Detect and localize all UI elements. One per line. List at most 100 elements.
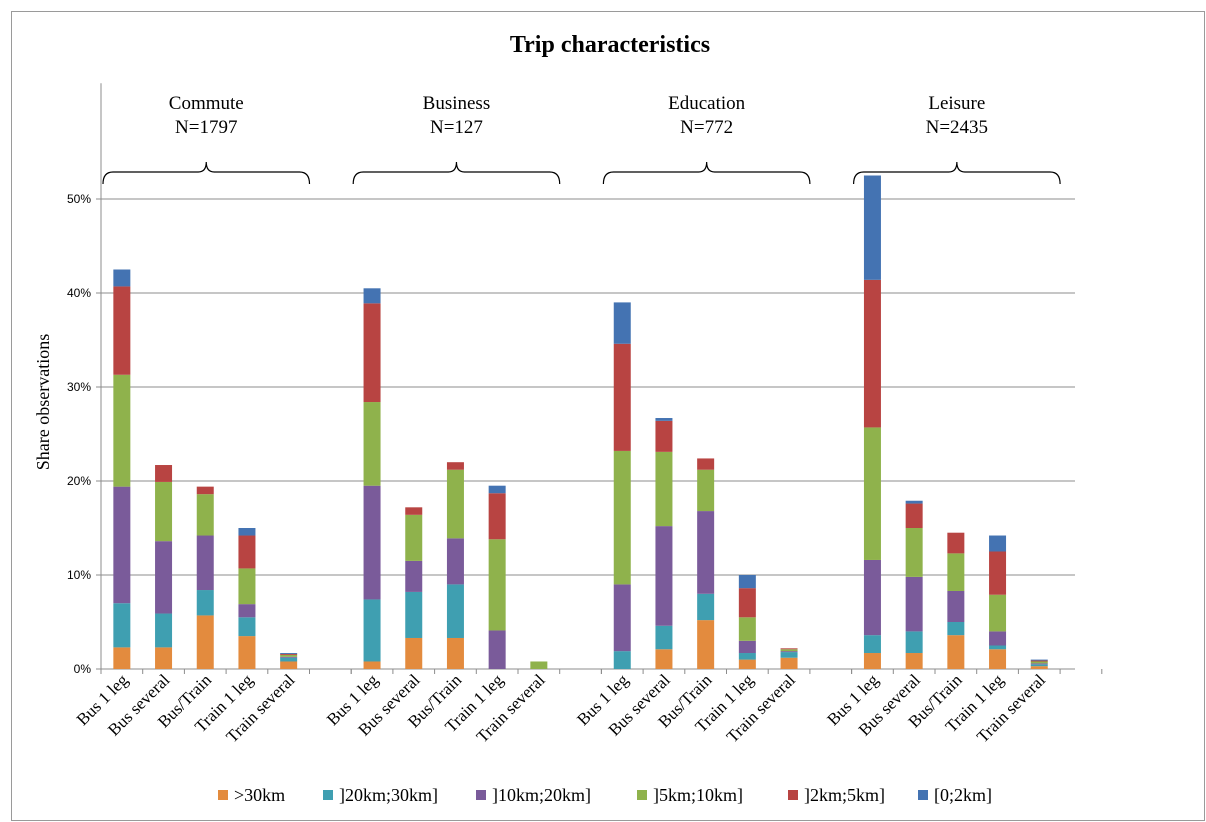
chart-svg: Trip characteristics Commute N=1797 Busine… bbox=[33, 32, 1103, 805]
bar-segment bbox=[989, 551, 1007, 595]
bar-segment bbox=[905, 528, 923, 577]
y-axis-label: Share observations bbox=[33, 334, 53, 470]
bar-segment bbox=[280, 661, 298, 669]
bar-segment bbox=[488, 539, 506, 631]
bar-segment bbox=[863, 279, 881, 428]
bar-segment bbox=[405, 637, 423, 669]
bar-segment bbox=[405, 591, 423, 638]
bar-segment bbox=[446, 637, 464, 669]
bar-segment bbox=[1030, 664, 1048, 667]
group-n-label: N=2435 bbox=[926, 117, 988, 138]
group-n-label: N=772 bbox=[680, 117, 733, 138]
bar-segment bbox=[113, 286, 131, 375]
bar-segment bbox=[989, 645, 1007, 650]
bar-segment bbox=[655, 420, 673, 452]
bar-segment bbox=[280, 654, 298, 657]
bar-segment bbox=[863, 427, 881, 560]
bar-segment bbox=[697, 458, 715, 470]
bar-segment bbox=[947, 590, 965, 622]
bar-segment bbox=[113, 269, 131, 287]
bar-segment bbox=[655, 451, 673, 527]
bar-segment bbox=[989, 649, 1007, 669]
bar-segment bbox=[405, 507, 423, 515]
legend-swatch bbox=[918, 790, 928, 800]
bar-segment bbox=[738, 588, 756, 618]
legend-label: [0;2km] bbox=[934, 785, 992, 805]
group-label: Business bbox=[423, 93, 491, 114]
y-tick-label: 0% bbox=[74, 662, 92, 676]
bar-segment bbox=[155, 541, 173, 614]
bar-segment bbox=[238, 528, 256, 536]
chart-frame: Trip characteristics Commute N=1797 Busine… bbox=[11, 11, 1205, 821]
legend-label: ]10km;20km] bbox=[492, 785, 591, 805]
bar-segment bbox=[863, 559, 881, 636]
bar-segment bbox=[446, 538, 464, 585]
bar-segment bbox=[1030, 659, 1048, 661]
bar-segment bbox=[363, 402, 381, 486]
bar-segment bbox=[613, 584, 631, 652]
y-tick-label: 30% bbox=[67, 380, 91, 394]
bar-segment bbox=[989, 594, 1007, 632]
bar-segment bbox=[863, 175, 881, 280]
bar-segment bbox=[363, 288, 381, 304]
bar-segment bbox=[905, 503, 923, 528]
bar-segment bbox=[530, 661, 548, 669]
bar-segment bbox=[238, 636, 256, 669]
bar-segment bbox=[238, 535, 256, 569]
bar-segment bbox=[280, 653, 298, 655]
legend-swatch bbox=[323, 790, 333, 800]
bar-segment bbox=[613, 302, 631, 344]
bar-segment bbox=[155, 647, 173, 669]
group-label: Leisure bbox=[928, 93, 985, 114]
bar-segment bbox=[196, 486, 214, 495]
bar-segment bbox=[655, 526, 673, 626]
group-brace bbox=[602, 161, 811, 185]
bar-segment bbox=[738, 617, 756, 641]
bar-segment bbox=[905, 653, 923, 669]
bar-segment bbox=[488, 493, 506, 540]
bar-segment bbox=[363, 599, 381, 662]
group-braces: Commute N=1797 Business N=127 Education N=772… bbox=[102, 93, 1061, 185]
bar-segment bbox=[363, 303, 381, 403]
bar-segment bbox=[655, 418, 673, 421]
chart-title: Trip characteristics bbox=[510, 32, 710, 58]
bar-segment bbox=[697, 593, 715, 621]
bar-segment bbox=[196, 615, 214, 669]
bar-segment bbox=[1030, 663, 1048, 665]
bar-segment bbox=[155, 481, 173, 542]
bar-segment bbox=[196, 590, 214, 616]
y-tick-label: 10% bbox=[67, 568, 91, 582]
bar-segment bbox=[905, 631, 923, 654]
bar-segment bbox=[738, 575, 756, 589]
y-tick-label: 20% bbox=[67, 474, 91, 488]
group-n-label: N=1797 bbox=[175, 117, 237, 138]
bar-segment bbox=[697, 511, 715, 594]
bar-segment bbox=[488, 485, 506, 494]
bar-segment bbox=[780, 649, 798, 652]
legend-swatch bbox=[476, 790, 486, 800]
legend-swatch bbox=[218, 790, 228, 800]
bar-segment bbox=[363, 485, 381, 600]
bar-segment bbox=[697, 620, 715, 669]
gridlines bbox=[100, 83, 1075, 670]
bar-segment bbox=[613, 343, 631, 451]
bar-segment bbox=[363, 661, 381, 669]
bar-segment bbox=[238, 617, 256, 637]
group-label: Commute bbox=[169, 93, 244, 114]
bar-segment bbox=[280, 653, 298, 654]
legend-label: ]5km;10km] bbox=[653, 785, 743, 805]
bar-segment bbox=[655, 625, 673, 650]
bar-segment bbox=[196, 494, 214, 536]
bar-segment bbox=[238, 604, 256, 618]
legend-swatch bbox=[637, 790, 647, 800]
bar-segment bbox=[405, 514, 423, 561]
legend-label: >30km bbox=[234, 785, 285, 805]
group-brace bbox=[352, 161, 561, 185]
bar-segment bbox=[446, 462, 464, 470]
bar-segment bbox=[113, 486, 131, 604]
bar-segment bbox=[446, 584, 464, 638]
bar-segment bbox=[280, 656, 298, 658]
group-label: Education bbox=[668, 93, 746, 114]
bar-segment bbox=[405, 560, 423, 592]
